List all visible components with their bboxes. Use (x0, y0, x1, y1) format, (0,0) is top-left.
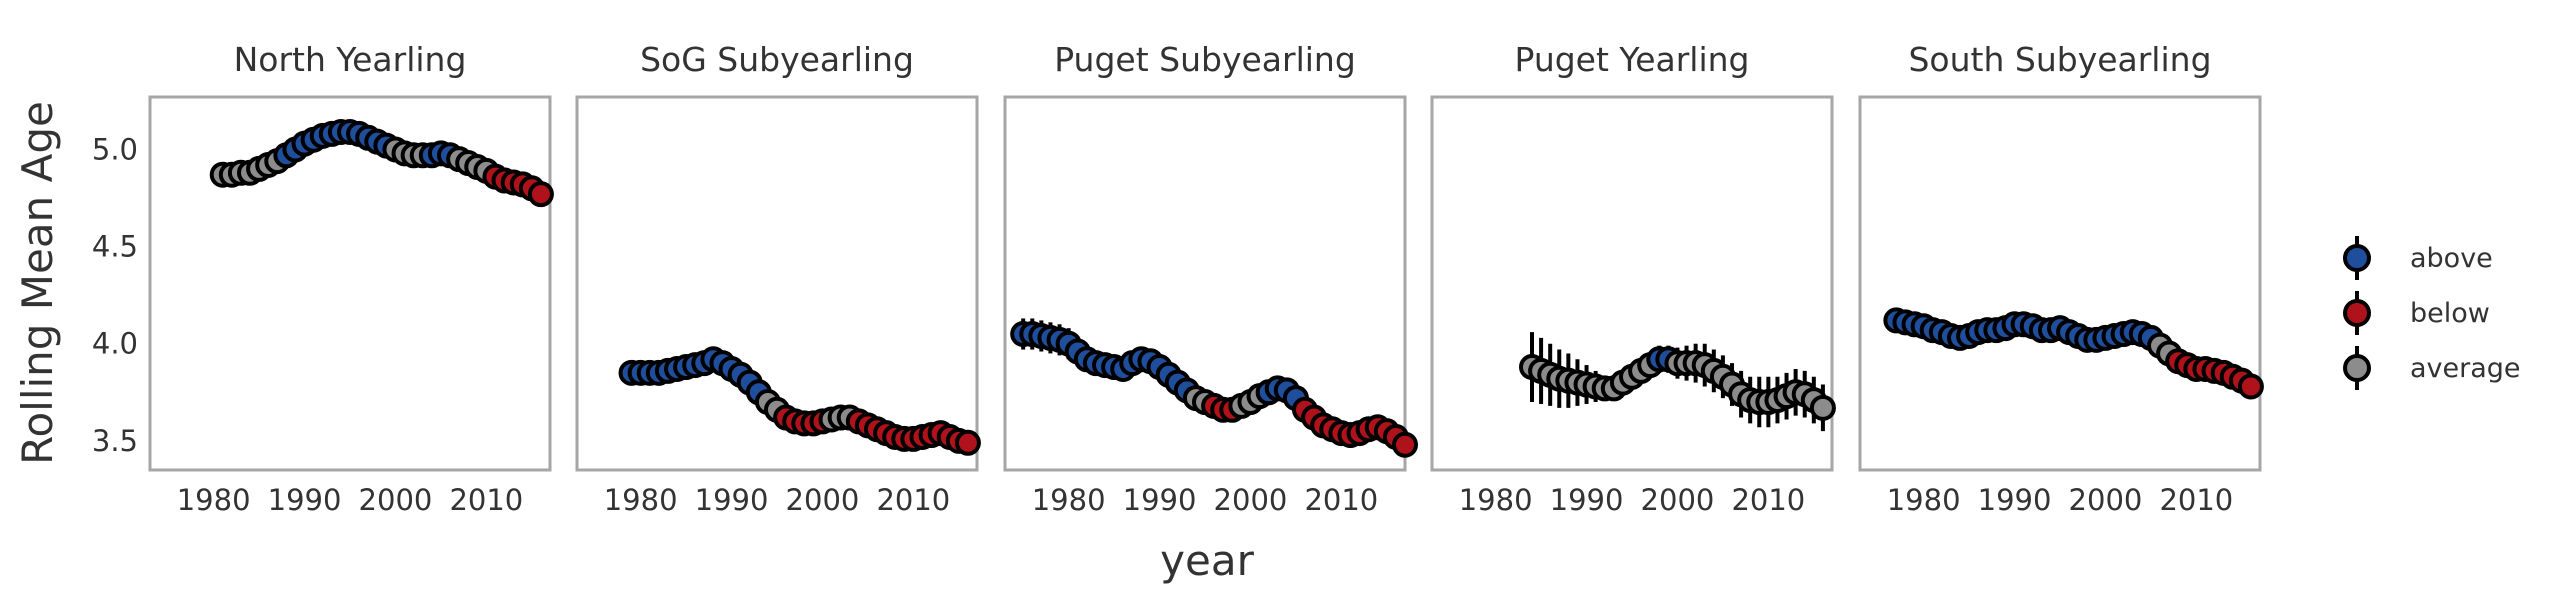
x-tick-label: 2010 (2159, 483, 2233, 517)
x-tick-label: 2000 (359, 483, 433, 517)
panel-5: South Subyearling 1980 1990 2000 2010 (1858, 40, 2264, 517)
data-points (209, 118, 554, 208)
legend-label: below (2410, 298, 2490, 329)
panel-title: SoG Subyearling (640, 40, 914, 79)
panels: North Yearling 1980 1990 2000 2010 3.5 4.0 4.5 5… (92, 40, 2264, 517)
panel-3: Puget Subyearling 1980 1990 2000 2010 (1003, 40, 1418, 517)
x-tick-label: 1980 (1887, 483, 1961, 517)
x-axis-label: year (1160, 536, 1254, 585)
x-tick-label: 1990 (1550, 483, 1624, 517)
x-tick-label: 2010 (876, 483, 950, 517)
data-point-below (2237, 373, 2264, 400)
panel-4: Puget Yearling 1980 1990 2000 2010 (1430, 40, 1836, 517)
x-tick-label: 2010 (1731, 483, 1805, 517)
legend-label: above (2410, 243, 2493, 274)
y-tick-label: 5.0 (92, 132, 138, 166)
legend-label: average (2410, 353, 2521, 384)
panel-2: SoG Subyearling 1980 1990 2000 2010 (575, 40, 981, 517)
legend-item-average: average (2343, 346, 2521, 390)
y-tick-label: 4.5 (92, 230, 138, 264)
legend-marker (2343, 354, 2371, 382)
legend-item-below: below (2343, 291, 2490, 335)
data-points (1519, 346, 1836, 421)
panel-frame (1858, 95, 2262, 472)
panel-title: Puget Yearling (1515, 40, 1750, 79)
x-tick-label: 1980 (1459, 483, 1533, 517)
panel-frame (575, 95, 979, 472)
data-point-below (527, 181, 554, 208)
x-tick-label: 1980 (604, 483, 678, 517)
x-tick-label: 1980 (177, 483, 251, 517)
panel-title: Puget Subyearling (1054, 40, 1356, 79)
legend-marker (2343, 244, 2371, 272)
x-tick-label: 2000 (786, 483, 860, 517)
panel-frame (1430, 95, 1834, 472)
y-axis-label: Rolling Mean Age (13, 101, 62, 465)
y-tick-label: 3.5 (92, 424, 138, 458)
data-points (1883, 307, 2264, 400)
panel-frame (148, 95, 552, 472)
x-tick-label: 1980 (1032, 483, 1106, 517)
x-tick-label: 2000 (1641, 483, 1715, 517)
x-tick-label: 2010 (1304, 483, 1378, 517)
data-point-below (1392, 431, 1418, 458)
data-point-average (1809, 394, 1836, 421)
legend: above below average (2343, 236, 2521, 390)
x-tick-label: 2000 (1214, 483, 1288, 517)
x-tick-label: 2000 (2069, 483, 2143, 517)
panel-title: North Yearling (234, 40, 467, 79)
x-tick-label: 2010 (449, 483, 523, 517)
panel-frame (1003, 95, 1407, 472)
x-tick-label: 1990 (1123, 483, 1197, 517)
x-tick-label: 1990 (695, 483, 769, 517)
x-tick-label: 1990 (1978, 483, 2052, 517)
panel-title: South Subyearling (1908, 40, 2211, 79)
data-points (618, 346, 981, 456)
legend-item-above: above (2343, 236, 2493, 280)
data-point-below (954, 429, 981, 456)
y-tick-label: 4.0 (92, 327, 138, 361)
legend-marker (2343, 299, 2371, 327)
x-tick-label: 1990 (268, 483, 342, 517)
data-points (1010, 321, 1418, 458)
panel-1: North Yearling 1980 1990 2000 2010 3.5 4.0 4.5 5… (92, 40, 554, 517)
